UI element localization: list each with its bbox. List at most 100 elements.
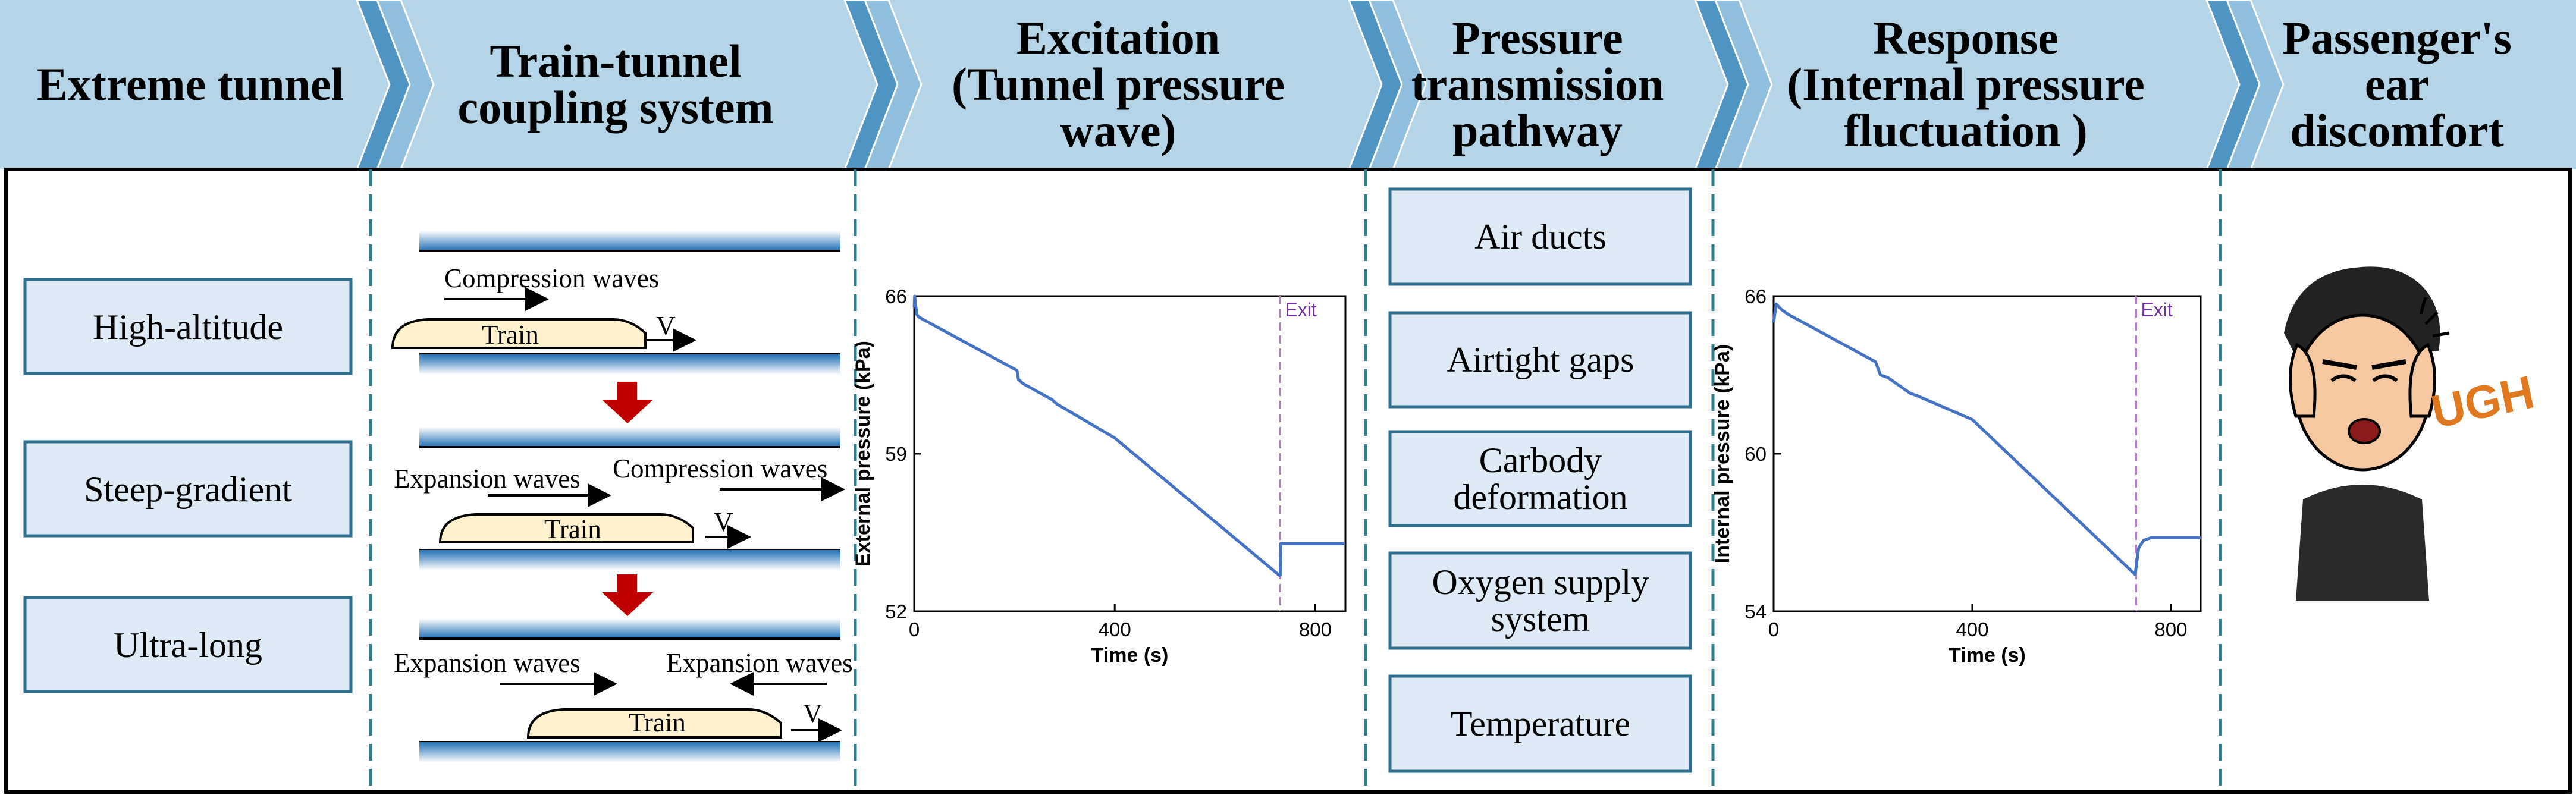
tunnel-type-box-3 bbox=[23, 596, 353, 693]
x-tick-label: 0 bbox=[909, 618, 920, 640]
header-title-4-line-2: transmission bbox=[1411, 58, 1664, 110]
series-line-1 bbox=[912, 294, 1345, 577]
tunnel-wall-bottom bbox=[419, 742, 840, 762]
pathway-box-4 bbox=[1388, 551, 1692, 650]
header-title-6-line-3: discomfort bbox=[2290, 105, 2504, 156]
tunnel-type-box-1 bbox=[23, 278, 353, 375]
internal-pressure-chart: 0 400 800 54 60 66 Time (s) Internal pressure (… bbox=[1711, 285, 2202, 667]
y-tick-label: 54 bbox=[1744, 601, 1767, 623]
tunnel-wall-top bbox=[419, 427, 840, 447]
x-tick-label: 400 bbox=[1956, 618, 1988, 640]
train-shape bbox=[438, 513, 694, 543]
x-tick-label: 800 bbox=[1299, 618, 1332, 640]
left-brow bbox=[2322, 359, 2357, 370]
ugh-text: UGH bbox=[2427, 366, 2539, 438]
pathway-list: Air ducts Airtight gaps Carbodydeformation… bbox=[1388, 187, 1692, 773]
tunnel-wall-top bbox=[419, 231, 840, 251]
y-tick-label: 66 bbox=[885, 285, 907, 307]
series-line-1 bbox=[1772, 302, 2201, 576]
train-shape bbox=[526, 708, 782, 739]
plot-frame bbox=[1772, 295, 2202, 612]
column-dividers bbox=[369, 169, 2222, 792]
pathway-label: deformation bbox=[1453, 477, 1627, 517]
header-title-4-line-3: pathway bbox=[1452, 105, 1623, 156]
exit-label: Exit bbox=[1285, 299, 1316, 321]
train-label: Train bbox=[482, 320, 539, 350]
y-tick-label: 59 bbox=[885, 443, 907, 465]
right-hand bbox=[2408, 343, 2436, 418]
tunnel-type-label: Ultra-long bbox=[114, 626, 262, 665]
content-frame bbox=[4, 168, 2572, 794]
header-title-1-line-1: Extreme tunnel bbox=[37, 58, 344, 110]
shirt bbox=[2296, 485, 2429, 601]
y-tick-label: 66 bbox=[1744, 285, 1767, 307]
header-title-5-line-1: Response bbox=[1873, 12, 2059, 64]
left-eye bbox=[2330, 374, 2357, 382]
x-axis-label: Time (s) bbox=[1091, 644, 1169, 667]
train-shape bbox=[391, 318, 647, 349]
tunnel-type-list: High-altitude Steep-gradient Ultra-long bbox=[23, 278, 353, 693]
y-tick-label: 60 bbox=[1744, 443, 1767, 465]
header-title-3-line-1: Excitation bbox=[1016, 12, 1220, 64]
header-title-2-line-1: Train-tunnel bbox=[490, 35, 741, 87]
header-title-6-line-2: ear bbox=[2365, 58, 2429, 110]
header-title-6-line-1: Passenger's bbox=[2282, 12, 2512, 64]
train-label: Train bbox=[544, 514, 601, 544]
header-title-5-line-2: (Internal pressure bbox=[1787, 58, 2145, 110]
stress-lines bbox=[2419, 297, 2450, 338]
down-arrow-1 bbox=[602, 382, 653, 423]
pathway-label: Airtight gaps bbox=[1447, 340, 1634, 379]
tunnel-type-label: Steep-gradient bbox=[84, 470, 292, 509]
tunnel-type-label: High-altitude bbox=[93, 307, 283, 347]
wave-label: Expansion waves bbox=[666, 648, 853, 678]
down-arrow-2 bbox=[602, 574, 653, 616]
velocity-label: V bbox=[656, 311, 676, 341]
passenger-face-illustration: UGH bbox=[2284, 266, 2539, 601]
velocity-label: V bbox=[714, 507, 733, 537]
y-tick-label: 52 bbox=[885, 601, 907, 623]
coupling-stage-1: Compression waves Train V bbox=[391, 231, 840, 375]
header-title-3-line-3: wave) bbox=[1060, 105, 1176, 156]
x-tick-label: 0 bbox=[1768, 618, 1779, 640]
train-label: Train bbox=[629, 708, 686, 737]
pathway-label: Oxygen supply bbox=[1432, 563, 1649, 602]
coupling-stages: Compression waves Train V Expansion wave… bbox=[391, 231, 853, 762]
header-title-3-line-2: (Tunnel pressure bbox=[952, 58, 1285, 110]
right-brow bbox=[2371, 359, 2406, 370]
exit-label: Exit bbox=[2141, 299, 2172, 321]
left-hand bbox=[2289, 343, 2317, 418]
pathway-box-1 bbox=[1388, 187, 1692, 286]
wave-label: Expansion waves bbox=[394, 464, 581, 494]
pathway-box-2 bbox=[1388, 311, 1692, 409]
wave-label: Compression waves bbox=[444, 263, 659, 293]
external-pressure-chart: 0 400 800 52 59 66 Time (s) External pressure (… bbox=[852, 285, 1347, 667]
pathway-label: Air ducts bbox=[1474, 217, 1607, 256]
tunnel-wall-bottom bbox=[419, 550, 840, 570]
tunnel-type-box-2 bbox=[23, 440, 353, 538]
pathway-box-3 bbox=[1388, 430, 1692, 527]
pathway-label: system bbox=[1491, 599, 1590, 639]
tunnel-wall-top bbox=[419, 618, 840, 639]
coupling-stage-2: Expansion waves Compression waves Train … bbox=[394, 427, 845, 570]
x-tick-label: 800 bbox=[2154, 618, 2187, 640]
x-axis-label: Time (s) bbox=[1949, 644, 2026, 667]
plot-frame bbox=[913, 295, 1347, 612]
velocity-label: V bbox=[803, 699, 823, 728]
wave-label: Expansion waves bbox=[394, 648, 581, 678]
pathway-label: Carbody bbox=[1479, 441, 1602, 480]
y-axis-label: Internal pressure (kPa) bbox=[1711, 344, 1734, 563]
y-axis-label: External pressure (kPa) bbox=[852, 341, 874, 567]
header-title-2-line-2: coupling system bbox=[458, 81, 774, 133]
coupling-stage-3: Expansion waves Expansion waves Train V bbox=[394, 618, 853, 762]
pathway-box-5 bbox=[1388, 674, 1692, 773]
wave-label: Compression waves bbox=[613, 454, 827, 483]
header-title-5-line-3: fluctuation ) bbox=[1844, 105, 2088, 156]
tunnel-wall-bottom bbox=[419, 354, 840, 375]
right-eye bbox=[2372, 374, 2398, 382]
x-tick-label: 400 bbox=[1099, 618, 1131, 640]
mouth bbox=[2348, 418, 2381, 444]
header-title-4-line-1: Pressure bbox=[1452, 12, 1623, 64]
